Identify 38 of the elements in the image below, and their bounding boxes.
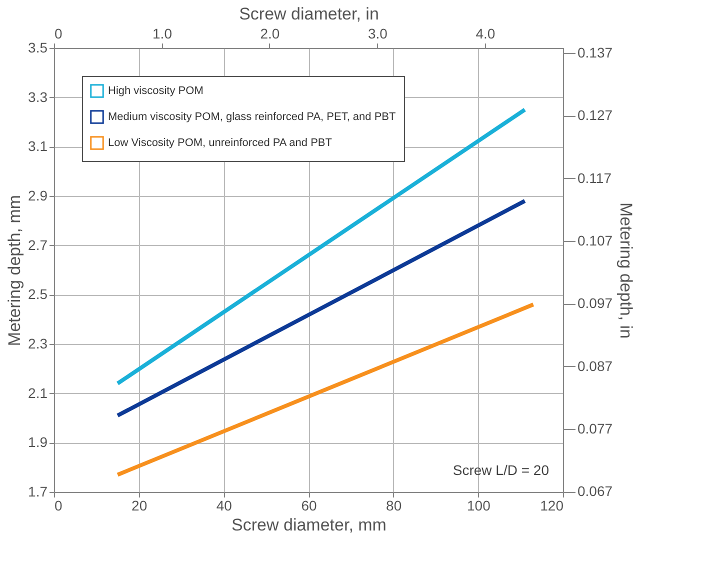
y-tick-label: 2.3 (28, 336, 48, 352)
y-tick-label: 1.7 (28, 484, 48, 500)
y2-tick-label: 0.137 (578, 44, 613, 61)
y-tick-label: 3.5 (28, 40, 48, 56)
x-tick-label: 80 (386, 498, 402, 514)
y-axis-title: Metering depth, mm (5, 194, 24, 346)
x-tick-label: 0 (54, 498, 62, 514)
y-tick-label: 1.9 (28, 434, 48, 450)
legend-label: Medium viscosity POM, glass reinforced PA, PET, and PBT (108, 111, 396, 123)
x-tick-label: 100 (466, 498, 491, 514)
x2-tick-label: 0 (54, 26, 62, 42)
x-axis-title: Screw diameter, mm (232, 516, 386, 534)
y2-tick-label: 0.097 (578, 295, 613, 312)
y-tick-label: 2.1 (28, 384, 48, 401)
y2-tick-label: 0.077 (578, 420, 613, 436)
y-tick-label: 2.5 (28, 286, 48, 302)
legend-label: Low Viscosity POM, unreinforced PA and PBT (108, 137, 332, 149)
y-tick-label: 3.3 (28, 88, 48, 105)
y-tick-label: 2.7 (28, 236, 48, 253)
annotation: Screw L/D = 20 (452, 462, 550, 478)
x2-tick-label: 1.0 (152, 26, 172, 42)
y2-tick-label: 0.107 (578, 232, 613, 248)
legend-label: High viscosity POM (108, 85, 204, 97)
y2-tick-label: 0.087 (578, 358, 613, 374)
x2-tick-label: 3.0 (368, 26, 388, 42)
x2-tick-label: 2.0 (260, 26, 280, 42)
x-tick-label: 60 (301, 498, 317, 514)
x-tick-label: 40 (216, 498, 232, 514)
y2-tick-label: 0.067 (578, 483, 613, 500)
y2-tick-label: 0.127 (578, 107, 613, 124)
y2-axis-title: Metering depth, in (616, 202, 636, 339)
y2-tick-label: 0.117 (578, 170, 612, 186)
x-tick-label: 120 (540, 498, 564, 514)
x2-tick-label: 4.0 (476, 26, 496, 42)
y-tick-label: 3.1 (28, 138, 48, 154)
y-tick-label: 2.9 (28, 188, 48, 204)
x2-axis-title: Screw diameter, in (239, 4, 379, 24)
x-tick-label: 20 (132, 498, 148, 514)
